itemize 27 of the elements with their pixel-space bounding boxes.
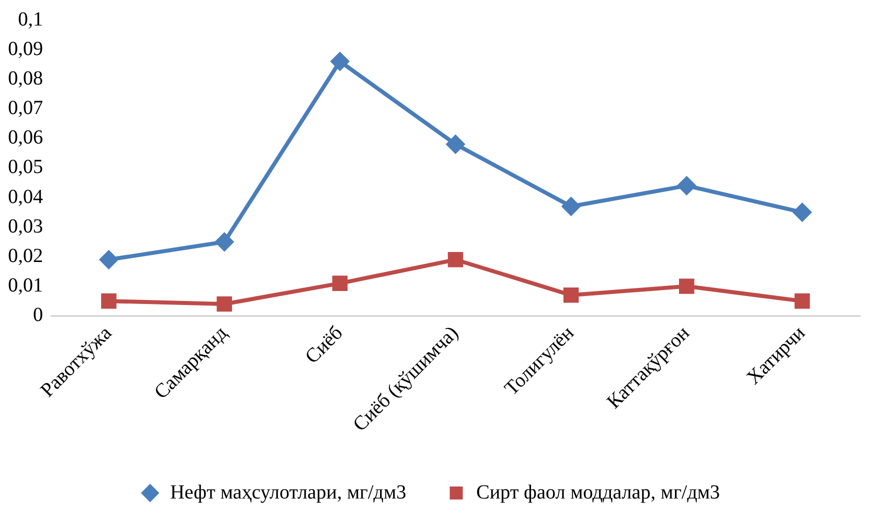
y-tick-label: 0 [33,304,43,326]
y-tick-label: 0,08 [8,67,43,90]
legend-label: Нефт маҳсулотлари, мг/дм3 [170,481,406,504]
y-tick-label: 0,1 [18,8,43,30]
y-tick-label: 0,04 [8,186,43,208]
y-tick-label: 0,03 [8,215,43,238]
point [330,52,349,70]
point [448,252,464,268]
point [678,278,694,294]
point [794,293,810,309]
point [215,232,234,251]
point [100,250,118,269]
point [101,293,116,309]
point [332,276,348,291]
y-tick-label: 0,07 [8,97,43,120]
point [563,287,579,303]
y-tick-label: 0,06 [8,126,43,149]
point [216,296,232,312]
legend-label: Сирт фаол моддалар, мг/дм3 [476,481,720,504]
y-tick-label: 0,02 [8,244,43,267]
point [446,135,464,154]
y-tick-label: 0,05 [8,156,43,178]
point [793,203,812,222]
y-tick-label: 0,01 [8,274,43,297]
point [562,197,580,216]
y-tick-label: 0,09 [8,38,43,60]
point [678,176,696,195]
